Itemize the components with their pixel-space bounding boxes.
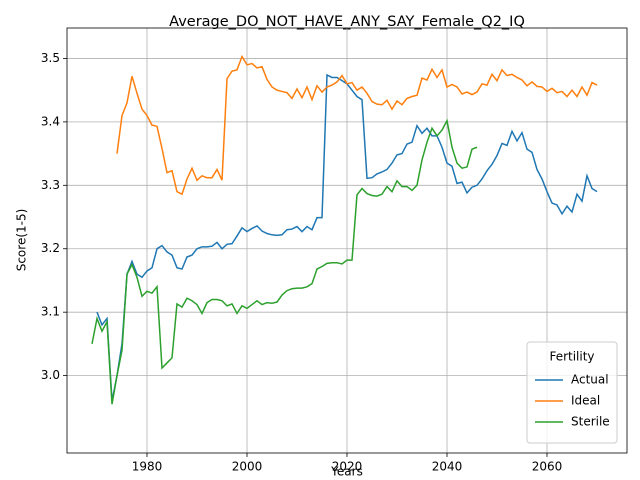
chart-title: Average_DO_NOT_HAVE_ANY_SAY_Female_Q2_IQ	[169, 14, 525, 30]
legend-label: Actual	[571, 373, 609, 387]
y-tick-label: 3.3	[41, 178, 60, 192]
x-tick-label: 2060	[532, 460, 563, 474]
x-tick-label: 2040	[432, 460, 463, 474]
data-line	[116, 54, 598, 196]
legend-label: Ideal	[571, 394, 600, 408]
x-tick-label: 2020	[332, 460, 363, 474]
plot-frame	[66, 27, 628, 454]
y-tick-label: 3.4	[41, 114, 60, 128]
x-tick-label: 1980	[132, 460, 163, 474]
y-axis-label: Score(1-5)	[15, 209, 29, 272]
y-tick-label: 3.1	[41, 305, 60, 319]
legend-label: Sterile	[571, 415, 610, 429]
legend-title: Fertility	[549, 350, 594, 364]
legend-box	[526, 341, 618, 444]
y-tick-label: 3.5	[41, 51, 60, 65]
x-tick-label: 2000	[232, 460, 263, 474]
x-axis-label: Years	[330, 465, 363, 479]
y-tick-label: 3.0	[41, 368, 60, 382]
legend: Fertility Actual Ideal Sterile	[526, 341, 618, 444]
data-line	[91, 118, 478, 405]
y-tick-label: 3.2	[41, 241, 60, 255]
